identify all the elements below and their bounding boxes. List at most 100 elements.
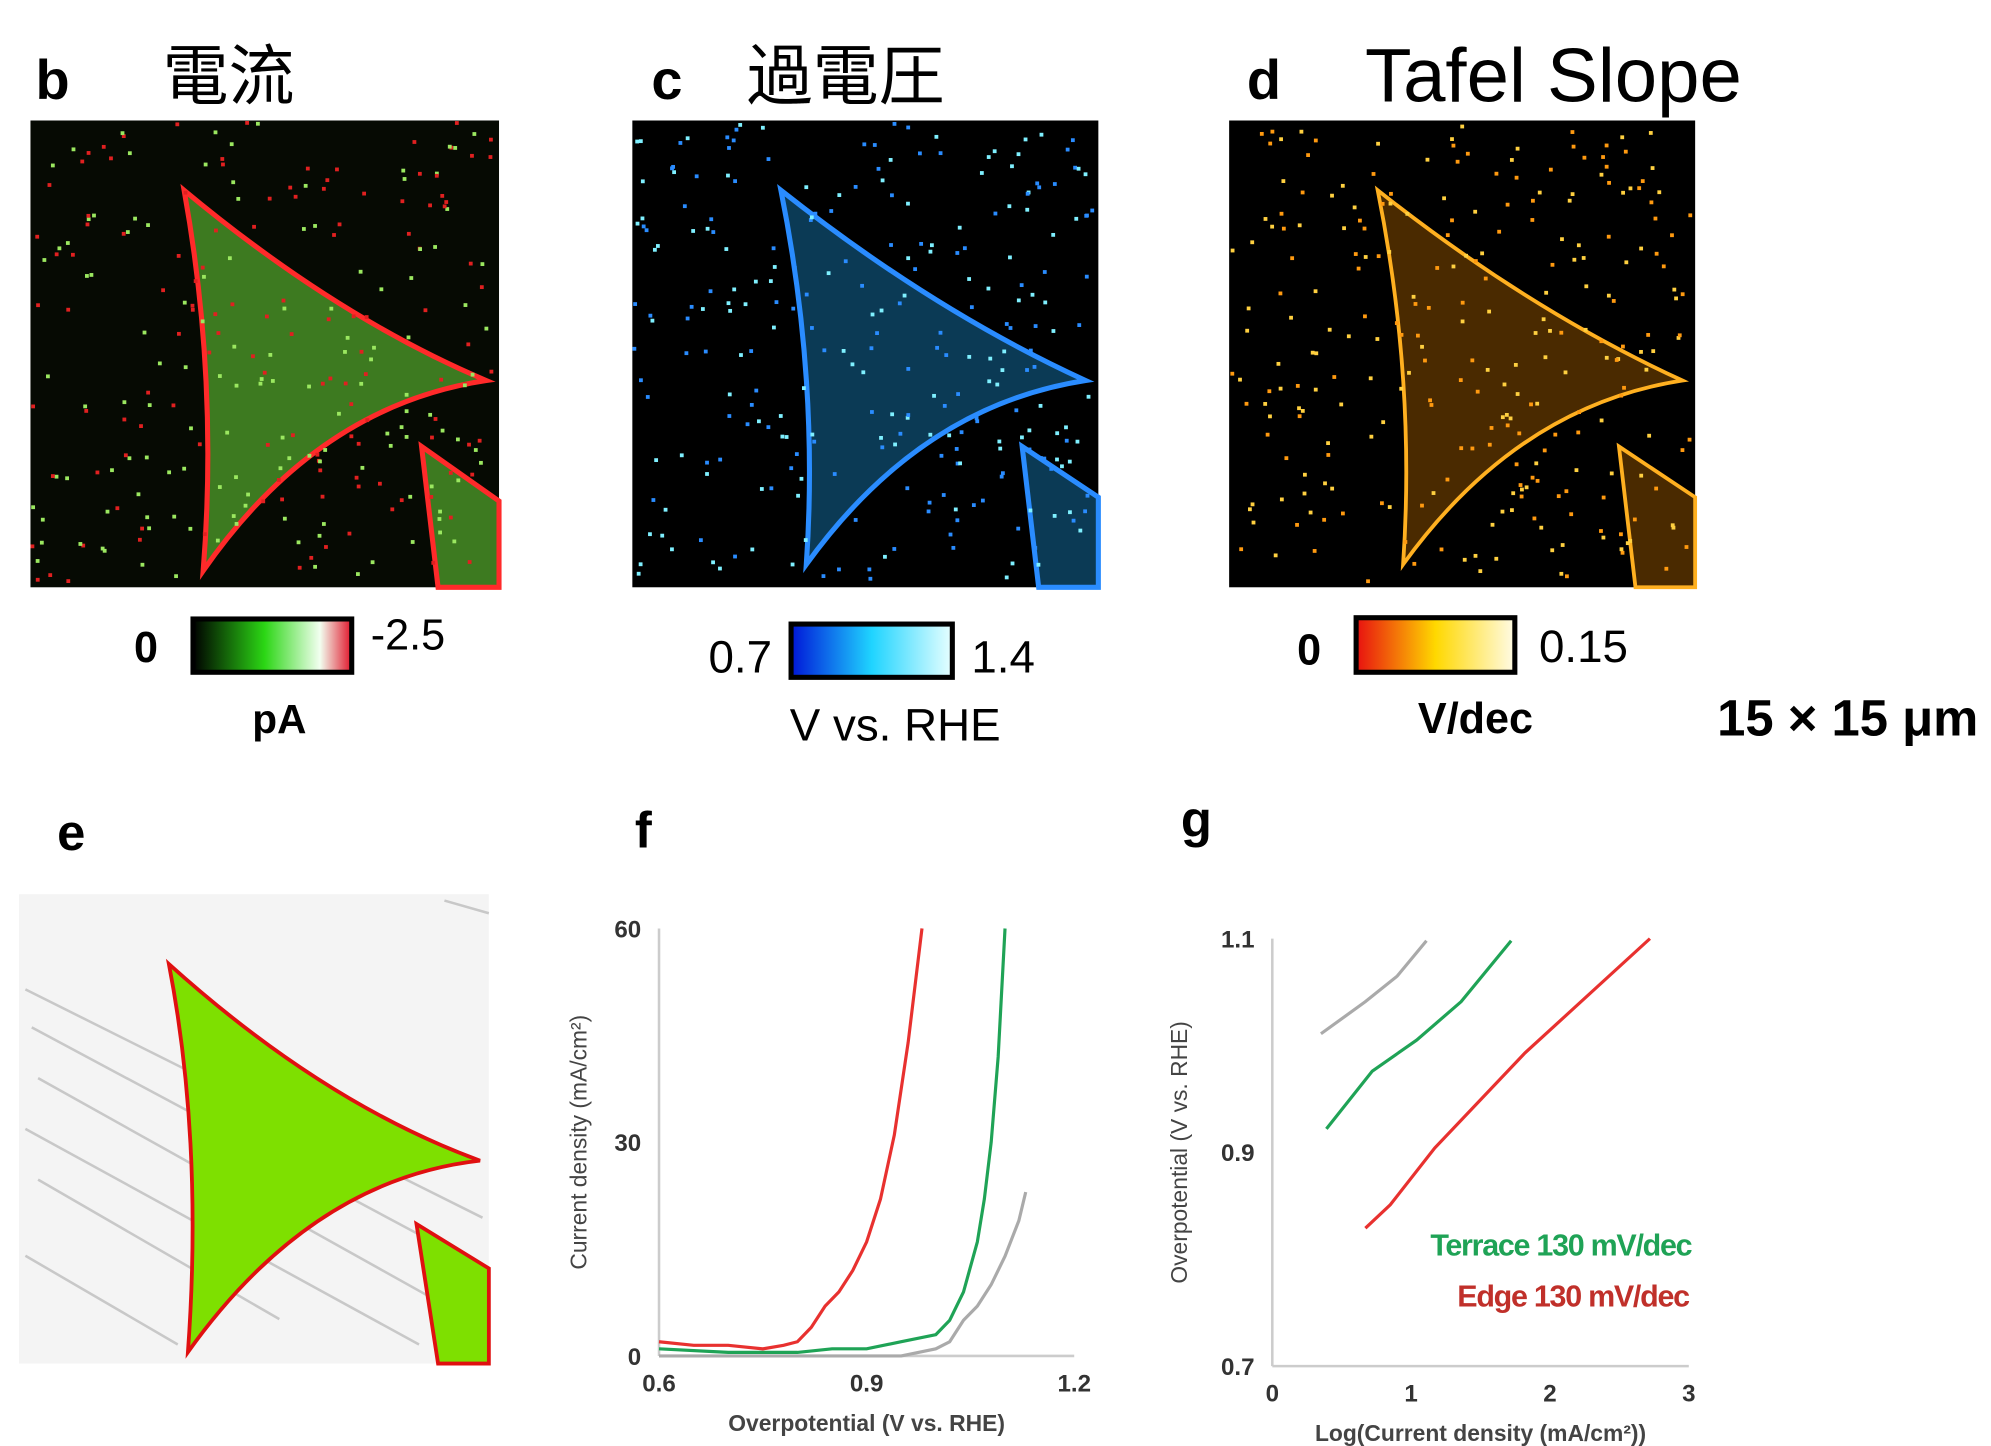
speckle-dot (844, 259, 848, 263)
speckle-dot (906, 202, 910, 206)
speckle-dot (1072, 519, 1076, 523)
speckle-dot (871, 313, 875, 317)
speckle-dot (1639, 350, 1643, 354)
speckle-dot (161, 288, 165, 292)
speckle-dot (1065, 439, 1069, 443)
speckle-dot (448, 145, 452, 149)
speckle-dot (1619, 532, 1623, 536)
speckle-dot (346, 336, 350, 340)
speckle-dot (452, 540, 456, 544)
speckle-dot (365, 418, 369, 422)
speckle-dot (356, 572, 360, 576)
speckle-dot (766, 425, 770, 429)
figure: b 電流 c 過電圧 d Tafel Slope 0 -2.5 pA 0.7 1… (0, 0, 1991, 1446)
speckle-dot (1564, 489, 1568, 493)
speckle-dot (903, 294, 907, 298)
speckle-dot (728, 309, 732, 313)
speckle-dot (1553, 433, 1557, 437)
speckle-dot (1400, 333, 1404, 337)
speckle-dot (1251, 502, 1255, 506)
speckle-dot (1685, 545, 1689, 549)
speckle-dot (1002, 350, 1006, 354)
speckle-dot (1607, 181, 1611, 185)
speckle-dot (1314, 139, 1318, 143)
speckle-dot (706, 227, 710, 231)
speckle-dot (1461, 320, 1465, 324)
speckle-dot (480, 262, 484, 266)
speckle-dot (1568, 199, 1572, 203)
speckle-dot (1042, 457, 1046, 461)
speckle-dot (260, 377, 264, 381)
speckle-dot (769, 486, 773, 490)
speckle-dot (456, 438, 460, 442)
speckle-dot (35, 235, 39, 239)
speckle-dot (400, 498, 404, 502)
speckle-dot (660, 534, 664, 538)
speckle-dot (428, 413, 432, 417)
speckle-dot (822, 348, 826, 352)
speckle-dot (695, 174, 699, 178)
speckle-dot (41, 518, 45, 522)
speckle-dot (738, 123, 742, 127)
speckle-dot (1559, 572, 1563, 576)
speckle-dot (145, 515, 149, 519)
speckle-dot (892, 547, 896, 551)
speckle-dot (1326, 453, 1330, 457)
speckle-dot (175, 122, 179, 126)
speckle-dot (870, 410, 874, 414)
speckle-dot (1639, 474, 1643, 478)
speckle-dot (1538, 191, 1542, 195)
speckle-dot (407, 232, 411, 236)
speckle-dot (225, 431, 229, 435)
speckle-dot (1544, 291, 1548, 295)
speckle-dot (1387, 250, 1391, 254)
speckle-dot (636, 222, 640, 226)
speckle-dot (1602, 536, 1606, 540)
speckle-dot (1313, 549, 1317, 553)
speckle-dot (36, 578, 40, 582)
speckle-dot (1405, 212, 1409, 216)
speckle-dot (795, 452, 799, 456)
speckle-dot (126, 230, 130, 234)
speckle-dot (1297, 406, 1301, 410)
speckle-dot (1090, 209, 1094, 213)
speckle-dot (1416, 334, 1420, 338)
speckle-dot (727, 301, 731, 305)
speckle-dot (139, 424, 143, 428)
speckle-dot (1681, 292, 1685, 296)
speckle-dot (943, 404, 947, 408)
speckle-dot (1435, 266, 1439, 270)
speckle-dot (1303, 473, 1307, 477)
speckle-dot (1584, 328, 1588, 332)
speckle-dot (147, 526, 151, 530)
speckle-dot (1369, 376, 1373, 380)
speckle-dot (690, 305, 694, 309)
speckle-dot (727, 146, 731, 150)
speckle-dot (1464, 254, 1468, 258)
speckle-dot (1646, 333, 1650, 337)
speckle-dot (431, 561, 435, 565)
speckle-dot (308, 454, 312, 458)
speckle-dot (371, 560, 375, 564)
speckle-dot (1452, 265, 1456, 269)
speckle-dot (348, 532, 352, 536)
speckle-dot (1073, 166, 1077, 170)
speckle-dot (1078, 529, 1082, 533)
speckle-dot (1376, 142, 1380, 146)
speckle-dot (1584, 284, 1588, 288)
speckle-dot (1510, 158, 1514, 162)
speckle-dot (749, 349, 753, 353)
speckle-dot (1601, 155, 1605, 159)
speckle-dot (198, 442, 202, 446)
speckle-dot (804, 538, 808, 542)
speckle-dot (349, 434, 353, 438)
speckle-dot (449, 471, 453, 475)
speckle-dot (1565, 574, 1569, 578)
speckle-dot (55, 475, 59, 479)
speckle-dot (1364, 255, 1368, 259)
speckle-dot (947, 433, 951, 437)
speckle-dot (1068, 510, 1072, 514)
speckle-dot (236, 197, 240, 201)
speckle-dot (1561, 543, 1565, 547)
speckle-dot (725, 135, 729, 139)
